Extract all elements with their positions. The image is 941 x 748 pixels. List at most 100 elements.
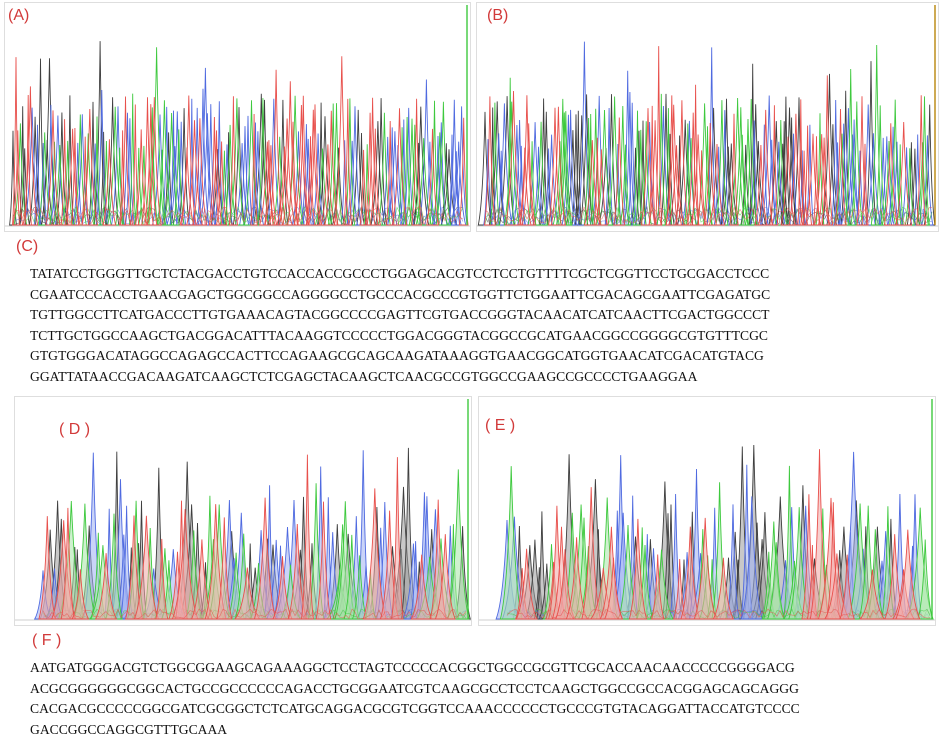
trace-peak: [865, 61, 877, 226]
trace-peak: [689, 134, 707, 226]
trace-peak: [859, 569, 886, 620]
trace-peak: [447, 469, 470, 620]
trace-peak: [192, 118, 208, 226]
trace-peak: [300, 124, 312, 226]
trace-peak: [822, 73, 837, 226]
trace-peak: [364, 112, 376, 226]
trace-peak: [726, 504, 740, 620]
trace-peak: [648, 105, 656, 226]
trace-peak: [258, 141, 276, 226]
trace-peak: [630, 147, 641, 226]
trace-peak: [405, 118, 419, 226]
trace-peak: [765, 139, 778, 226]
sequence-line: TCTTGCTGGCCAAGCTGACGGACATTTACAAGGTCCCCCT…: [30, 327, 768, 343]
trace-peak: [593, 137, 602, 226]
trace-peak: [180, 95, 197, 226]
trace-peak: [400, 119, 408, 226]
trace-peak: [839, 554, 855, 620]
trace-peak: [527, 141, 537, 226]
trace-peak: [282, 81, 299, 226]
trace-peak: [870, 44, 883, 226]
trace-peak: [552, 141, 568, 226]
trace-peak: [865, 133, 882, 226]
trace-peak: [197, 67, 214, 226]
trace-noise: [12, 206, 464, 226]
trace-peak: [403, 107, 415, 226]
trace-peak: [499, 466, 523, 620]
trace-peak: [305, 136, 316, 226]
sequence-line: GACCGGCCAGGCGTTTGCAAA: [30, 721, 228, 737]
trace-peak: [923, 104, 936, 226]
trace-peak: [455, 106, 468, 226]
trace-peak: [613, 117, 626, 226]
trace-peak: [156, 100, 173, 226]
trace-peak: [729, 97, 746, 226]
trace-peak: [228, 96, 239, 226]
trace-peak: [619, 144, 632, 226]
trace-peak: [253, 497, 277, 620]
trace-peak: [377, 112, 391, 226]
trace-peak: [532, 146, 545, 226]
trace-peak: [264, 145, 278, 226]
sequence-line: GTGTGGGACATAGGCCAGAGCCACTTCCAGAAGCGCAGCA…: [30, 348, 764, 364]
trace-peak: [435, 101, 452, 226]
trace-peak: [264, 140, 274, 226]
trace-peak: [134, 129, 148, 226]
trace-channel-c: [12, 67, 468, 226]
panel-label-d: ( D ): [59, 421, 91, 438]
trace-peak: [49, 115, 66, 226]
trace-noise: [484, 206, 933, 226]
trace-peak: [22, 86, 39, 226]
trace-peak: [544, 148, 554, 226]
trace-peak: [308, 104, 322, 226]
trace-peak: [715, 100, 729, 226]
trace-peak: [650, 554, 665, 620]
trace-peak: [426, 128, 439, 226]
trace-peak: [146, 107, 159, 226]
trace-peak: [94, 553, 118, 620]
trace-peak: [632, 110, 643, 226]
trace-peak: [916, 95, 927, 226]
trace-peak: [850, 101, 864, 226]
trace-peak: [655, 46, 663, 226]
trace-peak: [861, 143, 869, 226]
trace-peak: [564, 109, 578, 226]
trace-peak: [628, 518, 648, 620]
sequence-text-f: AATGATGGGACGTCTGGCGGAAGCAGAAAGGCTCCTAGTC…: [30, 658, 800, 740]
trace-peak: [412, 106, 430, 226]
trace-peak: [223, 124, 237, 226]
trace-peak: [574, 110, 582, 226]
trace-peak: [110, 106, 126, 226]
trace-peak: [656, 93, 667, 226]
chromatogram-trace-a: [5, 5, 470, 227]
trace-peak: [668, 145, 686, 226]
trace-peak: [685, 138, 697, 226]
sequence-line: CGAATCCCACCTGAACGAGCTGGCGGCCAGGGGCCTGCCC…: [30, 286, 771, 302]
trace-peak: [363, 144, 371, 226]
trace-peak: [411, 98, 422, 226]
trace-peak: [797, 99, 805, 226]
trace-peak: [287, 121, 299, 226]
trace-peak: [674, 100, 689, 226]
trace-peak: [81, 136, 90, 226]
trace-peak: [812, 136, 821, 226]
trace-peak: [52, 144, 67, 226]
panel-label-c: (C): [16, 238, 39, 255]
trace-peak: [387, 127, 398, 226]
trace-peak: [904, 148, 915, 226]
trace-peak: [802, 125, 813, 226]
trace-peak: [607, 96, 622, 226]
trace-peak: [503, 101, 520, 226]
trace-peak: [71, 569, 90, 620]
trace-peak: [506, 77, 515, 226]
trace-peak: [534, 121, 549, 226]
trace-peak: [640, 108, 656, 226]
trace-peak: [887, 126, 899, 226]
trace-peak: [780, 136, 796, 226]
trace-peak: [634, 129, 647, 226]
trace-peak: [831, 99, 841, 226]
trace-peak: [102, 139, 117, 226]
trace-peak: [250, 113, 258, 226]
trace-peak: [210, 130, 223, 226]
sequence-line: AATGATGGGACGTCTGGCGGAAGCAGAAAGGCTCCTAGTC…: [30, 660, 795, 675]
